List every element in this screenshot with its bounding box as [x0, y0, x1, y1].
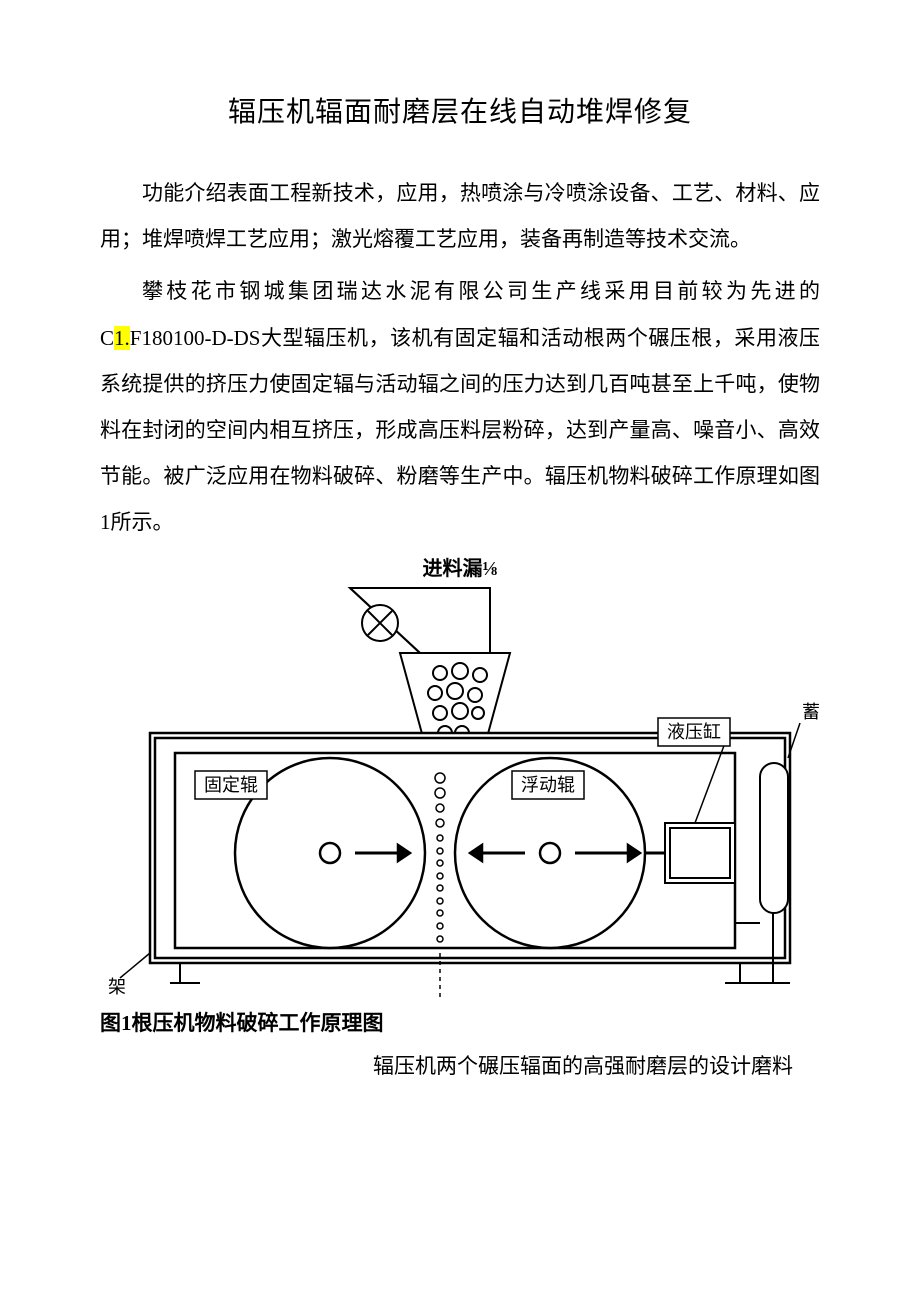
floating-roller-label: 浮动辊 [521, 775, 575, 795]
hydraulic-label: 液压缸 [667, 721, 721, 742]
frame-label: 架 [108, 977, 126, 997]
p2-highlight: 1. [114, 326, 130, 350]
figure-container: 进料漏⅛ [100, 552, 820, 1037]
accumulator-label: 蓄 [802, 702, 820, 722]
intro-paragraph: 功能介绍表面工程新技术，应用，热喷涂与冷喷涂设备、工艺、材料、应用；堆焊喷焊工艺… [100, 170, 820, 262]
roller-press-diagram: 固定辊 浮动辊 液压缸 蓄 架 [100, 583, 820, 1003]
figure-top-label: 进料漏⅛ [100, 552, 820, 581]
p2-part2: F180100-D-DS大型辐压机，该机有固定辐和活动根两个碾压根，采用液压系统… [100, 326, 820, 535]
main-paragraph: 攀枝花市钢城集团瑞达水泥有限公司生产线采用目前较为先进的C1.F180100-D… [100, 268, 820, 545]
closing-paragraph: 辐压机两个碾压辐面的高强耐磨层的设计磨料 [100, 1043, 820, 1089]
figure-caption: 图1根压机物料破碎工作原理图 [100, 1007, 820, 1037]
fixed-roller-label: 固定辊 [204, 775, 258, 795]
page-title: 辐压机辐面耐磨层在线自动堆焊修复 [100, 90, 820, 130]
